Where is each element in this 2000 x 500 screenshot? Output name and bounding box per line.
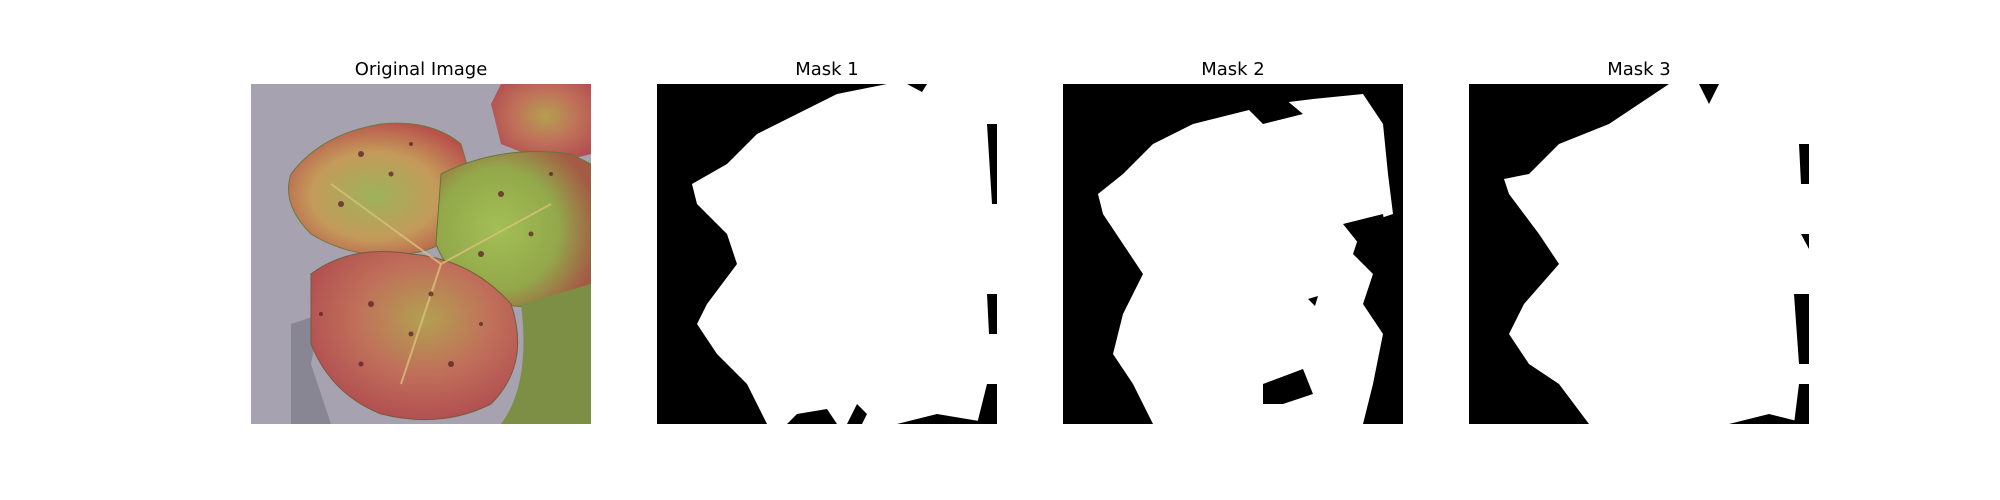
panel-original-image: Original Image (251, 0, 591, 500)
mask-2-image (1063, 84, 1403, 424)
original-leaf-image (251, 84, 591, 424)
panel-title: Mask 3 (1607, 59, 1671, 80)
mask-3-svg (1469, 84, 1809, 424)
mask-3-image (1469, 84, 1809, 424)
panel-mask-2: Mask 2 (1063, 0, 1403, 500)
mask-2-svg (1063, 84, 1403, 424)
leaf-photo-svg (251, 84, 591, 424)
panel-mask-1: Mask 1 (657, 0, 997, 500)
mask-1-image (657, 84, 997, 424)
mask-1-svg (657, 84, 997, 424)
panel-title: Original Image (354, 59, 488, 80)
panel-mask-3: Mask 3 (1469, 0, 1809, 500)
panel-title: Mask 1 (795, 59, 859, 80)
panel-title: Mask 2 (1201, 59, 1265, 80)
